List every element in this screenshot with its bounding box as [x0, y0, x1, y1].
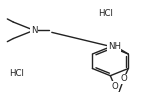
Text: HCl: HCl	[98, 9, 113, 18]
Text: N: N	[31, 26, 37, 35]
Text: O: O	[111, 82, 118, 91]
Text: NH: NH	[108, 42, 121, 51]
Text: O: O	[120, 74, 127, 83]
Text: HCl: HCl	[9, 69, 24, 78]
